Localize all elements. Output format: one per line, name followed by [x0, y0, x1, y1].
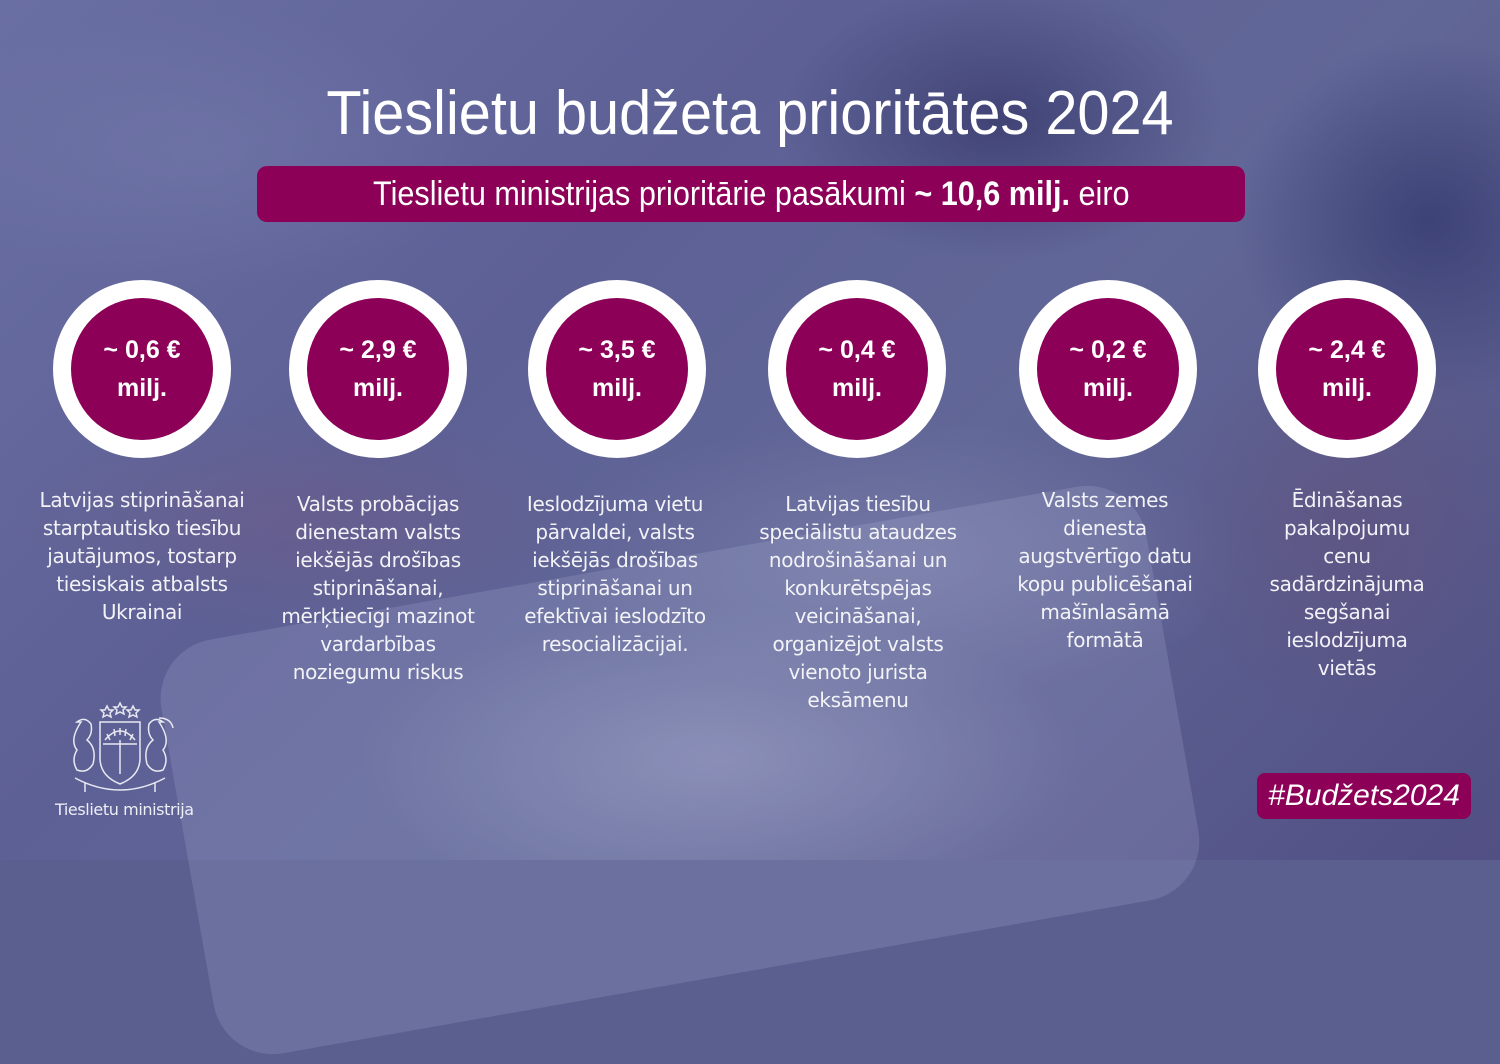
- priority-unit: milj.: [352, 374, 403, 402]
- priority-badge-5: ~ 0,2 € milj.: [1019, 280, 1197, 458]
- priority-unit: milj.: [116, 374, 167, 402]
- priority-description-5: Valsts zemes dienesta augstvērtīgo datu …: [1017, 488, 1193, 652]
- priority-description-4: Latvijas tiesību speciālistu ataudzes no…: [759, 492, 957, 712]
- subtitle-suffix: eiro: [1078, 174, 1130, 213]
- priority-unit: milj.: [1082, 374, 1133, 402]
- priority-badge-2: ~ 2,9 € milj.: [289, 280, 467, 458]
- priority-unit: milj.: [831, 374, 882, 402]
- priority-description-1: Latvijas stiprināšanai starptautisko tie…: [39, 488, 245, 624]
- priority-amount: ~ 0,6 €: [103, 336, 181, 364]
- organization-name: Tieslietu ministrija: [55, 800, 194, 819]
- priority-amount: ~ 0,4 €: [818, 336, 896, 364]
- priority-amount: ~ 0,2 €: [1069, 336, 1147, 364]
- priority-badge-6: ~ 2,4 € milj.: [1258, 280, 1436, 458]
- latvia-coat-of-arms-icon: [55, 700, 185, 800]
- priority-amount: ~ 3,5 €: [578, 336, 656, 364]
- priority-badge-3: ~ 3,5 € milj.: [528, 280, 706, 458]
- background-photo-overlay: [0, 0, 1500, 860]
- priority-badge-4: ~ 0,4 € milj.: [768, 280, 946, 458]
- hashtag-badge: #Budžets2024: [1257, 773, 1471, 819]
- priority-unit: milj.: [1321, 374, 1372, 402]
- priority-unit: milj.: [591, 374, 642, 402]
- priority-description-6: Ēdināšanas pakalpojumu cenu sadārdzināju…: [1269, 488, 1425, 680]
- subtitle-amount: ~ 10,6 milj.: [914, 174, 1070, 213]
- subtitle-banner: Tieslietu ministrijas prioritārie pasāku…: [257, 166, 1245, 222]
- priority-amount: ~ 2,4 €: [1308, 336, 1386, 364]
- page-title: Tieslietu budžeta prioritātes 2024: [326, 79, 1174, 148]
- priority-description-2: Valsts probācijas dienestam valsts iekšē…: [281, 492, 475, 684]
- subtitle-prefix: Tieslietu ministrijas prioritārie pasāku…: [372, 174, 906, 213]
- priority-amount: ~ 2,9 €: [339, 336, 417, 364]
- priority-description-3: Ieslodzījuma vietu pārvaldei, valsts iek…: [524, 492, 706, 656]
- priority-badge-1: ~ 0,6 € milj.: [53, 280, 231, 458]
